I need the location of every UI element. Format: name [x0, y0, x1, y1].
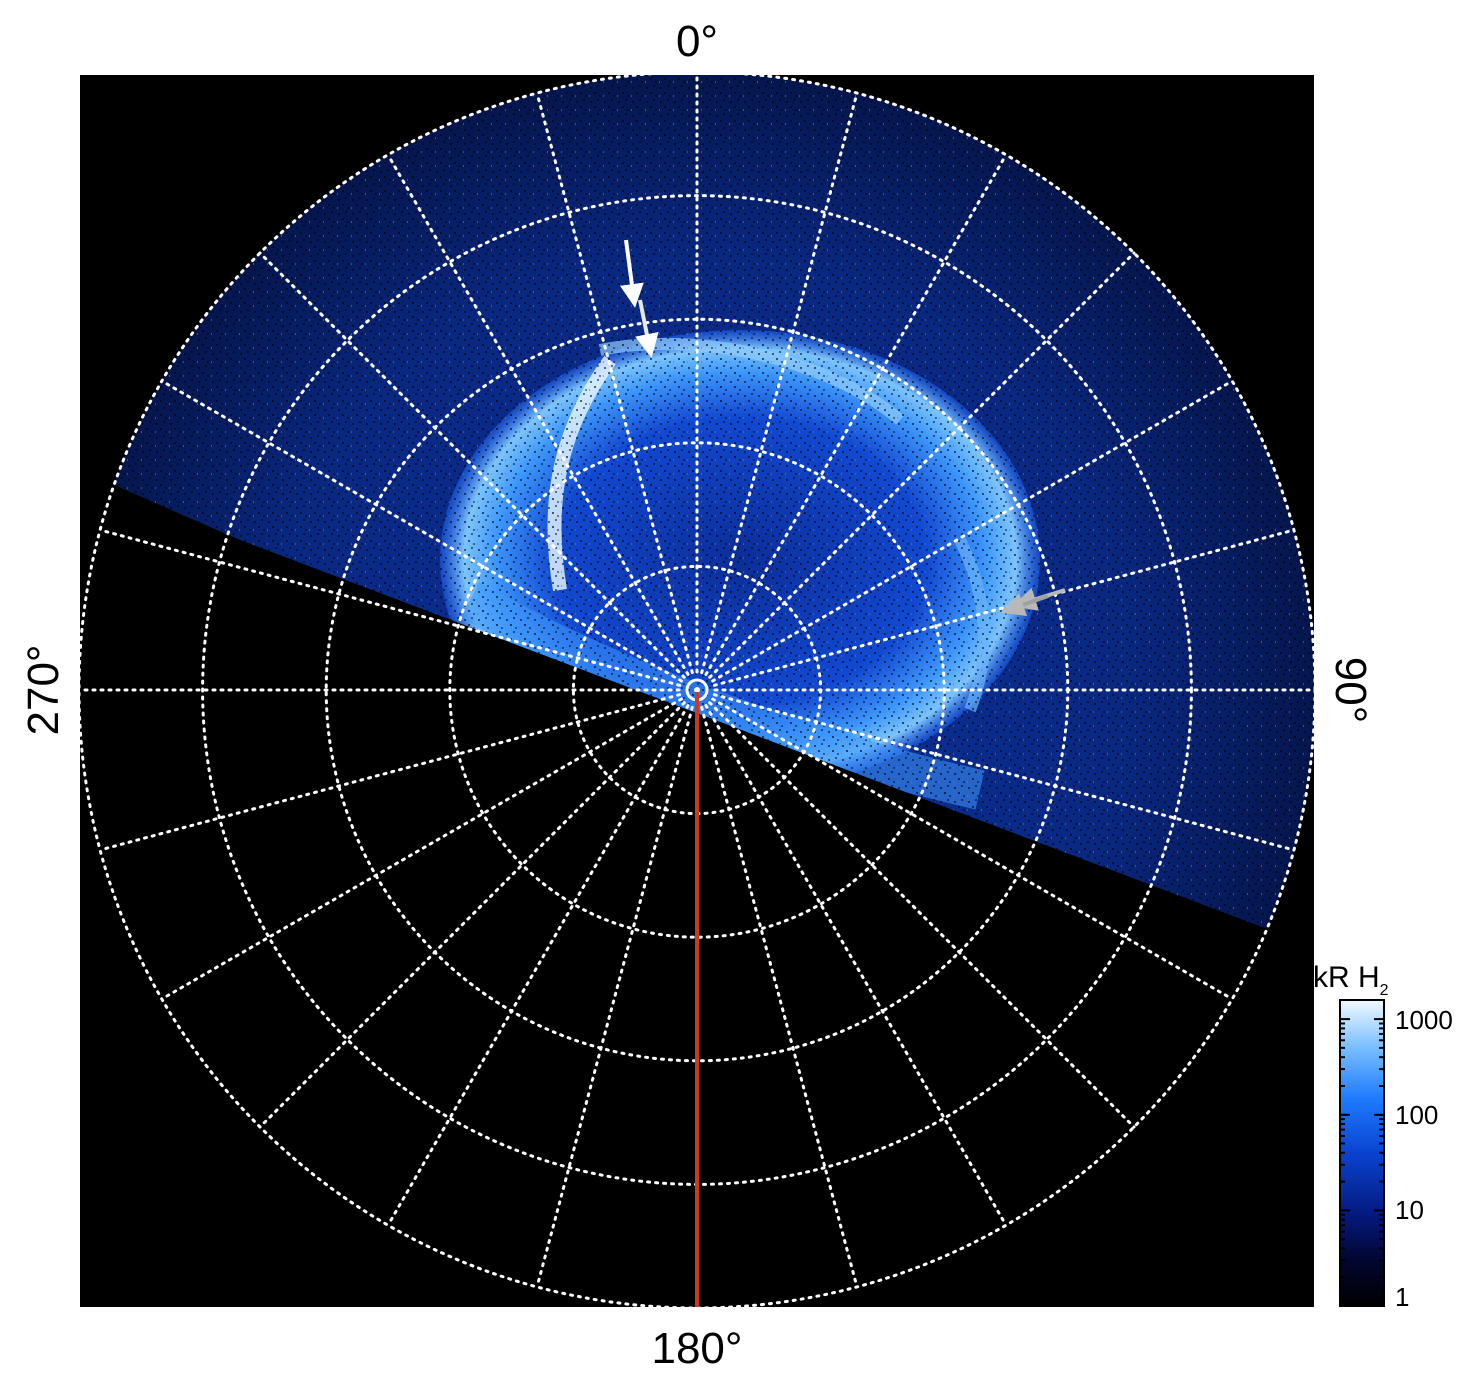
label-180-deg: 180° [651, 1324, 742, 1373]
colorbar-tick-1000: 1000 [1395, 1005, 1453, 1035]
grid-ring [448, 441, 946, 939]
colorbar-tick-1: 1 [1395, 1282, 1409, 1312]
arrow-white-2 [635, 299, 659, 358]
arrow-gray-2 [1000, 593, 1049, 617]
colorbar-title: kR H2 [1313, 961, 1389, 999]
label-270-deg: 270° [19, 644, 68, 735]
arrow-white-1 [619, 239, 644, 308]
label-90-deg: 90° [1326, 657, 1375, 724]
colorbar-tick-10: 10 [1395, 1195, 1424, 1225]
colorbar-tick-100: 100 [1395, 1100, 1438, 1130]
colorbar: kR H2 1000 100 10 1 [1313, 961, 1453, 1312]
colorbar-gradient [1339, 999, 1385, 1307]
label-0-deg: 0° [676, 17, 718, 66]
